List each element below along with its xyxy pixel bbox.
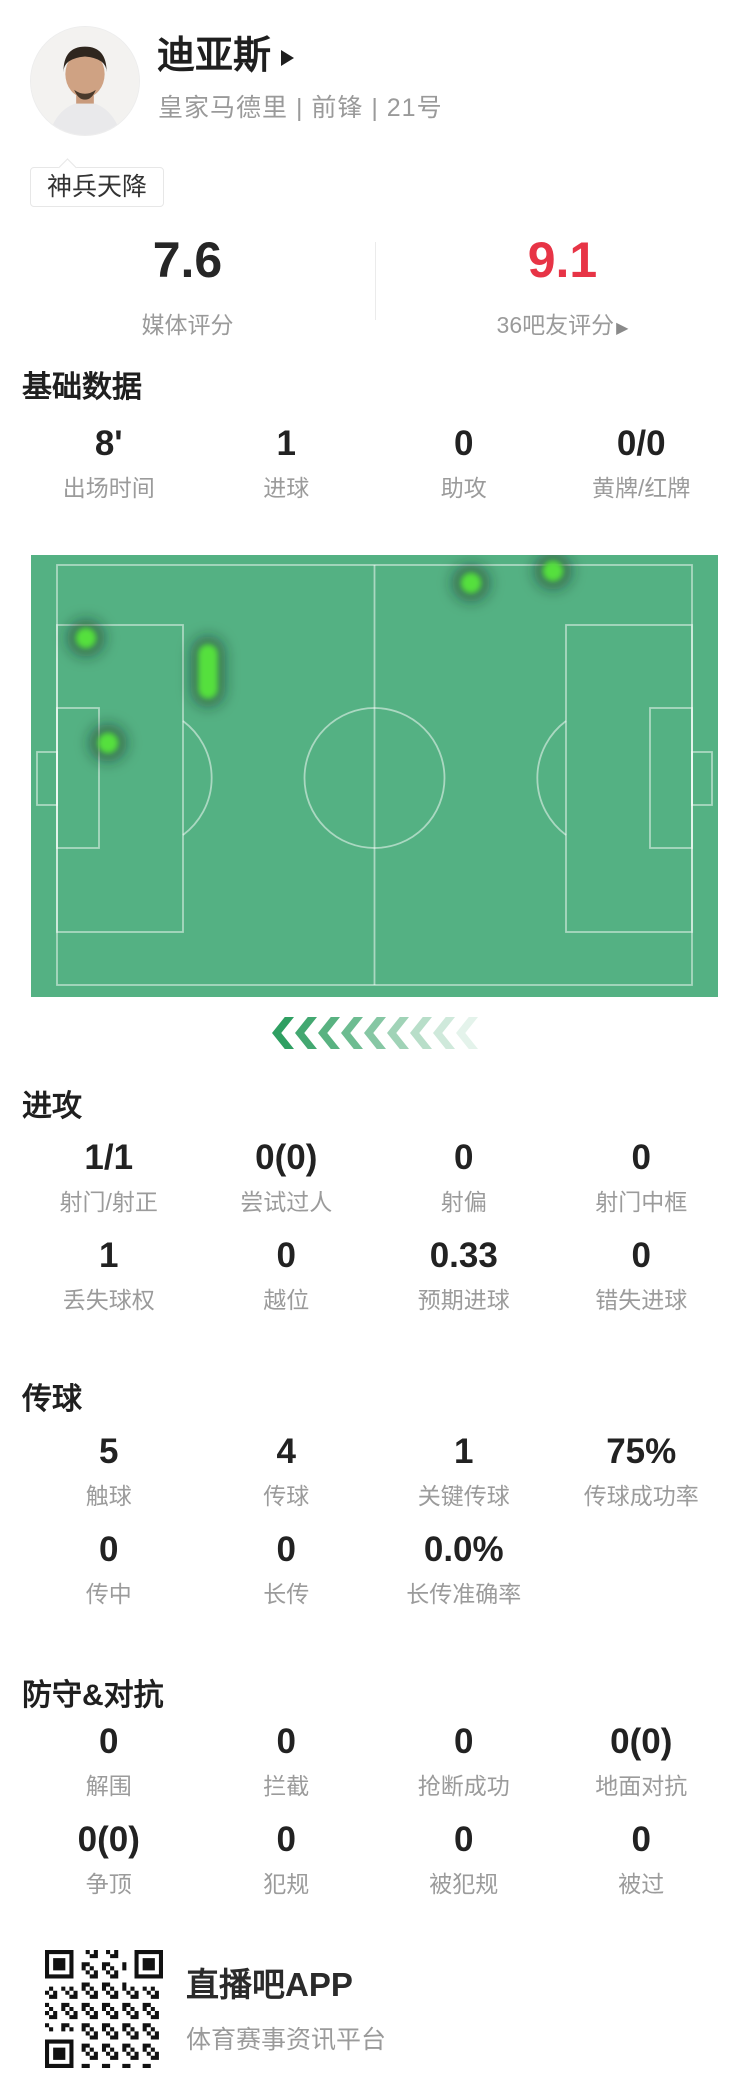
stat-possession-lost: 1 丢失球权 [62, 1236, 155, 1313]
chevron-left-icon [341, 1017, 363, 1049]
chevron-left-icon [318, 1017, 340, 1049]
app-name: 直播吧APP [186, 1966, 353, 2003]
player-name-row[interactable]: 迪亚斯 [157, 34, 295, 78]
player-team-position: 皇家马德里 | 前锋 | 21号 [158, 94, 443, 122]
app-slogan: 体育赛事资讯平台 [186, 2026, 387, 2054]
section-title-attack: 进攻 [22, 1090, 82, 1123]
stat-shots-off-target: 0 射偏 [440, 1138, 487, 1215]
chevron-left-icon [295, 1017, 317, 1049]
fans-rating-arrow-icon: ▶ [616, 320, 629, 337]
stat-pass-success-rate: 75% 传球成功率 [583, 1432, 699, 1509]
stat-chances-missed: 0 错失进球 [595, 1236, 688, 1313]
stat-interceptions: 0 拦截 [263, 1722, 310, 1799]
stat-fouls: 0 犯规 [263, 1820, 310, 1897]
stat-shots-on-target: 1/1 射门/射正 [59, 1138, 158, 1215]
qr-code-svg [45, 1950, 163, 2068]
player-tag-label: 神兵天降 [47, 173, 148, 201]
media-rating-value: 7.6 [152, 232, 223, 288]
stat-tackles-won: 0 抢断成功 [417, 1722, 510, 1799]
section-title-passing: 传球 [22, 1383, 82, 1416]
attack-stats-grid: 1/1 射门/射正 0(0) 尝试过人 0 射偏 0 射门中框 1 丢失球权 0… [20, 1138, 730, 1334]
stat-aerial-duels: 0(0) 争顶 [77, 1820, 140, 1897]
stat-touches: 5 触球 [85, 1432, 132, 1509]
heatmap-spots [67, 555, 572, 762]
stat-dribble-attempts: 0(0) 尝试过人 [240, 1138, 333, 1215]
chevron-left-icon [364, 1017, 386, 1049]
chevron-left-icon [387, 1017, 409, 1049]
chevron-left-icon [272, 1017, 294, 1049]
stat-ground-duels: 0(0) 地面对抗 [595, 1722, 688, 1799]
stat-cards: 0/0 黄牌/红牌 [592, 424, 691, 501]
stat-dribbled-past: 0 被过 [618, 1820, 665, 1897]
stat-minutes-played: 8' 出场时间 [62, 424, 155, 501]
stat-passes: 4 传球 [263, 1432, 310, 1509]
pitch [31, 555, 718, 997]
player-avatar[interactable] [30, 26, 140, 136]
position-heatmap [31, 555, 718, 997]
section-title-defense: 防守&对抗 [22, 1679, 164, 1712]
basic-stats-grid: 8' 出场时间 1 进球 0 助攻 0/0 黄牌/红牌 [20, 424, 730, 522]
chevron-left-icon [456, 1017, 478, 1049]
stat-crosses: 0 传中 [85, 1530, 132, 1607]
pitch-lines [36, 564, 713, 986]
stat-offsides: 0 越位 [263, 1236, 310, 1313]
player-name: 迪亚斯 [157, 35, 272, 77]
stat-expected-goals: 0.33 预期进球 [417, 1236, 510, 1313]
stat-goals: 1 进球 [263, 424, 310, 501]
stat-clearances: 0 解围 [85, 1722, 132, 1799]
stat-long-balls: 0 长传 [263, 1530, 310, 1607]
attack-direction-indicator [0, 1016, 750, 1050]
media-rating: 7.6 媒体评分 [0, 232, 375, 340]
player-name-arrow-icon[interactable] [281, 49, 295, 66]
player-tag-badge: 神兵天降 [30, 158, 165, 207]
fans-rating-value: 9.1 [527, 232, 598, 288]
ratings-divider [375, 242, 376, 320]
stat-fouled: 0 被犯规 [429, 1820, 499, 1897]
section-title-basic: 基础数据 [22, 371, 142, 404]
chevron-left-icon [433, 1017, 455, 1049]
fans-rating-label[interactable]: 36吧友评分 ▶ [496, 312, 629, 338]
stat-long-ball-accuracy: 0.0% 长传准确率 [406, 1530, 522, 1607]
ratings-row: 7.6 媒体评分 9.1 36吧友评分 ▶ [0, 232, 750, 340]
stat-assists: 0 助攻 [440, 424, 487, 501]
fans-rating[interactable]: 9.1 36吧友评分 ▶ [375, 232, 750, 340]
player-photo-placeholder [31, 27, 139, 135]
stat-shots-woodwork: 0 射门中框 [595, 1138, 688, 1215]
chevron-left-icon [410, 1017, 432, 1049]
defense-stats-grid: 0 解围 0 拦截 0 抢断成功 0(0) 地面对抗 0(0) 争顶 0 犯规 … [20, 1722, 730, 1918]
media-rating-label: 媒体评分 [141, 312, 234, 338]
passing-stats-grid: 5 触球 4 传球 1 关键传球 75% 传球成功率 0 传中 0 长传 0.0… [20, 1432, 730, 1628]
stat-key-passes: 1 关键传球 [417, 1432, 510, 1509]
qr-code-icon [45, 1950, 163, 2068]
